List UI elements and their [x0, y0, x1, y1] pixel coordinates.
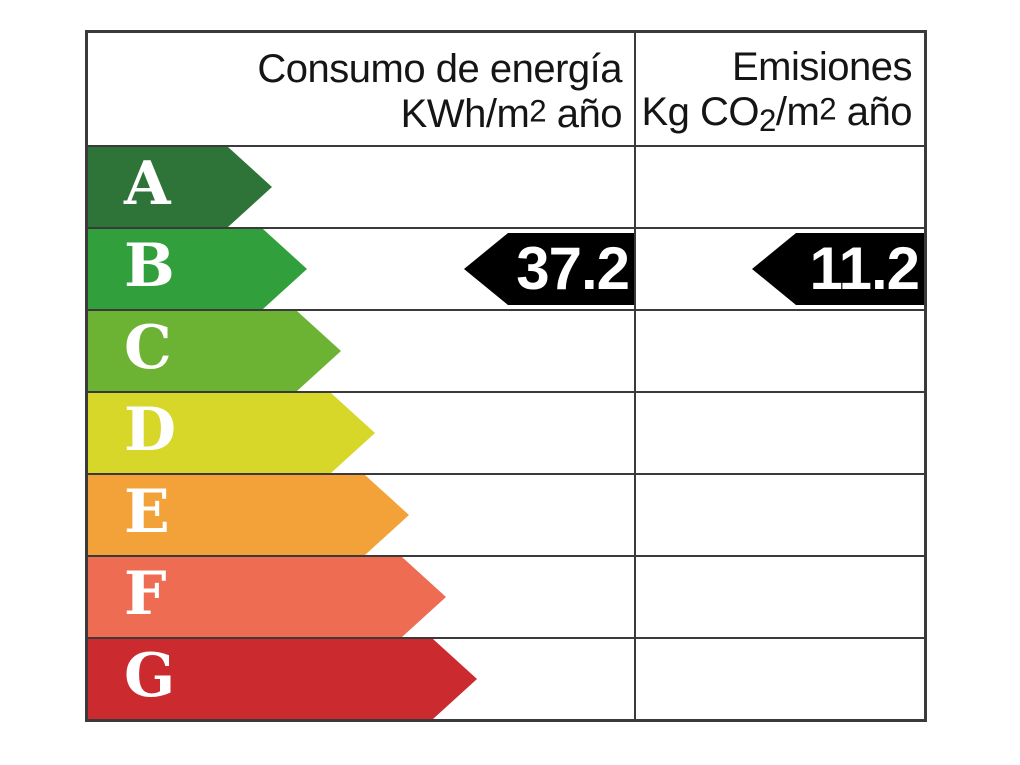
consumption-value: 37.2: [516, 235, 630, 302]
rating-row-b: B 37.2 11.2: [88, 227, 924, 309]
rating-row-g: G: [88, 637, 924, 719]
rating-cell-emissions: [634, 311, 924, 391]
rating-cell-emissions: [634, 639, 924, 719]
rating-cell-consumption: A: [88, 147, 634, 227]
emissions-header-line2: Kg CO2/m2 año: [641, 90, 912, 139]
consumption-header: Consumo de energía KWh/m2 año: [88, 33, 634, 145]
rating-cell-consumption: D: [88, 393, 634, 473]
rating-cell-emissions: [634, 557, 924, 637]
rating-cell-consumption: B 37.2: [88, 229, 634, 309]
rating-cell-consumption: C: [88, 311, 634, 391]
emissions-header-line1: Emisiones: [731, 45, 913, 90]
rating-bar-f: F: [88, 557, 446, 637]
consumption-value-arrow: 37.2: [464, 233, 634, 305]
rating-bar-e: E: [88, 475, 409, 555]
rating-cell-consumption: E: [88, 475, 634, 555]
rating-row-d: D: [88, 391, 924, 473]
rating-letter: C: [124, 313, 172, 383]
rating-cell-emissions: 11.2: [634, 229, 924, 309]
rating-bar-g: G: [88, 639, 477, 719]
rating-row-a: A: [88, 145, 924, 227]
consumption-header-line1: Consumo de energía: [257, 46, 622, 91]
rating-table: Consumo de energía KWh/m2 año Emisiones …: [85, 30, 927, 722]
rating-letter: B: [124, 231, 175, 301]
rating-letter: E: [124, 477, 170, 547]
rating-letter: F: [124, 559, 167, 629]
rating-bar-a: A: [88, 147, 272, 227]
rating-cell-consumption: G: [88, 639, 634, 719]
rating-row-f: F: [88, 555, 924, 637]
consumption-header-line2: KWh/m2 año: [400, 92, 623, 136]
rating-cell-emissions: [634, 393, 924, 473]
rating-cell-consumption: F: [88, 557, 634, 637]
emissions-header: Emisiones Kg CO2/m2 año: [634, 33, 924, 145]
rating-bar-b: B: [88, 229, 307, 309]
rating-row-c: C: [88, 309, 924, 391]
emissions-value-arrow: 11.2: [752, 233, 924, 305]
rating-cell-emissions: [634, 147, 924, 227]
rating-bar-d: D: [88, 393, 375, 473]
rating-letter: D: [124, 395, 177, 465]
rating-row-e: E: [88, 473, 924, 555]
emissions-value: 11.2: [809, 235, 920, 302]
rating-bar-c: C: [88, 311, 341, 391]
rating-letter: G: [124, 641, 176, 711]
header-row: Consumo de energía KWh/m2 año Emisiones …: [88, 33, 924, 145]
rating-letter: A: [124, 149, 171, 219]
rating-cell-emissions: [634, 475, 924, 555]
